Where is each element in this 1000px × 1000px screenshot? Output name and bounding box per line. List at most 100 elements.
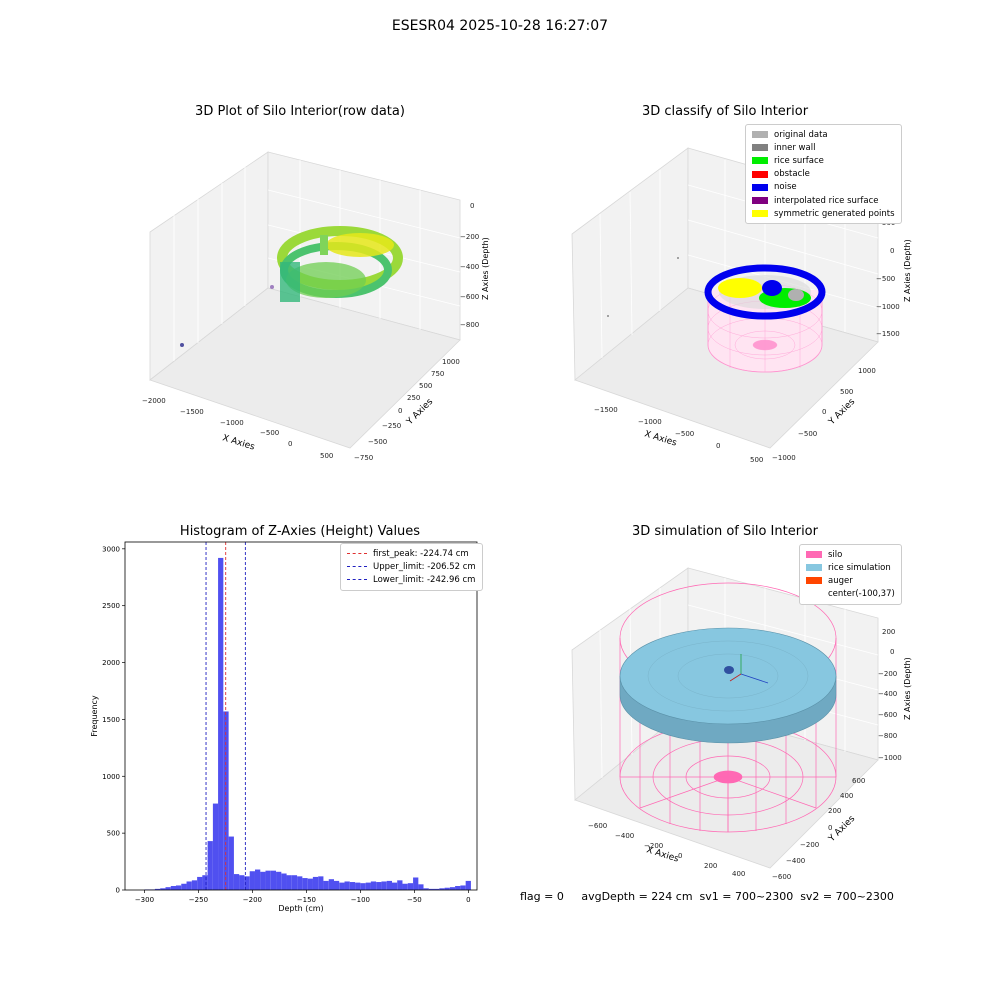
histogram-bar bbox=[344, 881, 350, 890]
histogram-frame bbox=[124, 541, 478, 891]
raw-ztick: −800 bbox=[460, 321, 479, 329]
histogram-bar bbox=[297, 876, 303, 890]
histogram-y-ticks: 0 500 1000 1500 2000 2500 3000 bbox=[102, 545, 125, 895]
histogram-bar bbox=[439, 888, 445, 890]
raw-xlabel: X Axies bbox=[221, 433, 256, 452]
histogram-bar bbox=[423, 888, 429, 890]
histogram-bar bbox=[154, 888, 161, 890]
simulation-ytick: 0 bbox=[828, 824, 832, 832]
raw-z-ticks: 0 −200 −400 −600 −800 bbox=[460, 202, 479, 329]
histogram-ytick-label: 0 bbox=[116, 887, 120, 895]
raw-y-ticks: −750 −500 −250 0 250 500 750 1000 bbox=[354, 358, 460, 462]
histogram-xtick-label: −250 bbox=[189, 896, 208, 904]
histogram-ylabel: Frequency bbox=[90, 695, 99, 737]
rice-simulation-surface bbox=[619, 627, 837, 744]
histogram-bar bbox=[307, 878, 313, 890]
simulation-xtick: −200 bbox=[644, 842, 663, 850]
classify-ztick: −1500 bbox=[876, 330, 900, 338]
histogram-bar bbox=[175, 885, 182, 890]
histogram-ytick-label: 3000 bbox=[102, 545, 120, 553]
classify-zlabel: Z Axies (Depth) bbox=[903, 239, 912, 302]
histogram-bar bbox=[233, 874, 240, 890]
legend-line-swatch bbox=[347, 579, 367, 581]
classify-ztick: 0 bbox=[890, 247, 894, 255]
legend-item: Lower_limit: -242.96 cm bbox=[347, 573, 476, 586]
raw-ytick: 0 bbox=[398, 407, 402, 415]
histogram-xtick-label: −200 bbox=[243, 896, 262, 904]
raw-ytick: 750 bbox=[431, 370, 444, 378]
legend-label: obstacle bbox=[774, 169, 810, 180]
simulation-ztick: −200 bbox=[878, 670, 897, 678]
histogram-bar bbox=[391, 882, 398, 890]
legend-item: noise bbox=[752, 181, 895, 194]
histogram-bar bbox=[270, 870, 277, 890]
histogram-xtick-label: −100 bbox=[351, 896, 370, 904]
histogram-bar bbox=[223, 711, 229, 890]
classify-ylabel: Y Axies bbox=[826, 397, 857, 428]
legend-label: noise bbox=[774, 182, 797, 193]
histogram-bar bbox=[360, 883, 366, 890]
simulation-ytick: 400 bbox=[840, 792, 853, 800]
histogram-xtick-label: −150 bbox=[297, 896, 316, 904]
classify-xtick: 500 bbox=[750, 456, 763, 464]
raw-axes-panes bbox=[149, 151, 461, 449]
raw-xtick: −500 bbox=[260, 429, 279, 437]
legend-item: symmetric generated points bbox=[752, 207, 895, 220]
histogram-bar bbox=[170, 886, 177, 890]
classify-ytick: −1000 bbox=[772, 454, 796, 462]
histogram-bar bbox=[186, 881, 192, 890]
raw-ytick: 250 bbox=[407, 394, 420, 402]
histogram-bar bbox=[402, 883, 408, 890]
simulation-ytick: −600 bbox=[772, 873, 791, 881]
histogram-title: Histogram of Z-Axies (Height) Values bbox=[179, 524, 421, 539]
legend-item: rice simulation bbox=[806, 561, 895, 574]
legend-item: silo bbox=[806, 548, 895, 561]
histogram-bar bbox=[197, 876, 203, 890]
legend-swatch bbox=[752, 131, 768, 139]
simulation-zlabel: Z Axies (Depth) bbox=[903, 657, 912, 720]
histogram-bar bbox=[265, 870, 271, 890]
histogram-legend: first_peak: -224.74 cm Upper_limit: -206… bbox=[340, 543, 483, 591]
simulation-ztick: −1000 bbox=[878, 754, 902, 762]
histogram-bar bbox=[212, 803, 219, 890]
simulation-xtick: 400 bbox=[732, 870, 745, 878]
histogram-bar bbox=[291, 875, 298, 890]
legend-label: symmetric generated points bbox=[774, 208, 895, 219]
simulation-y-ticks: −600 −400 −200 0 200 400 600 bbox=[772, 777, 865, 881]
simulation-ytick: −400 bbox=[786, 857, 805, 865]
histogram-x-ticks: −300 −250 −200 −150 −100 −50 0 bbox=[135, 890, 471, 904]
histogram-bar bbox=[276, 871, 282, 890]
raw-ytick: 500 bbox=[419, 382, 432, 390]
raw-ytick: −250 bbox=[382, 422, 401, 430]
classify-xtick: −1500 bbox=[594, 406, 618, 414]
histogram-ytick-label: 1000 bbox=[102, 773, 120, 781]
simulation-ztick: −600 bbox=[878, 711, 897, 719]
histogram-bar bbox=[449, 887, 456, 890]
simulation-ztick: 200 bbox=[882, 628, 895, 636]
classify-ytick: 0 bbox=[822, 408, 826, 416]
histogram-bar bbox=[407, 883, 414, 890]
histogram-chart: −300 −250 −200 −150 −100 −50 0 0 500 1000 1500 200… bbox=[90, 541, 478, 913]
classify-ztick: −500 bbox=[876, 275, 895, 283]
histogram-xtick-label: −300 bbox=[135, 896, 154, 904]
legend-label: silo bbox=[828, 549, 843, 560]
legend-line-swatch bbox=[347, 553, 367, 555]
histogram-bar bbox=[413, 877, 419, 890]
legend-swatch bbox=[806, 564, 822, 572]
histogram-bar bbox=[286, 875, 292, 890]
legend-swatch bbox=[752, 170, 768, 178]
histogram-bar bbox=[455, 886, 461, 890]
raw-ytick: −500 bbox=[368, 438, 387, 446]
legend-swatch bbox=[752, 144, 768, 152]
histogram-bar bbox=[460, 885, 466, 890]
legend-label: Lower_limit: -242.96 cm bbox=[373, 574, 476, 585]
histogram-bar bbox=[244, 876, 250, 890]
legend-swatch bbox=[752, 183, 768, 191]
histogram-bar bbox=[386, 880, 392, 890]
classify-panel-title: 3D classify of Silo Interior bbox=[641, 104, 809, 119]
legend-swatch bbox=[806, 591, 822, 598]
raw-xtick: 500 bbox=[320, 452, 333, 460]
histogram-bar bbox=[239, 875, 245, 890]
classify-ytick: 1000 bbox=[858, 367, 876, 375]
legend-item: interpolated rice surface bbox=[752, 194, 895, 207]
